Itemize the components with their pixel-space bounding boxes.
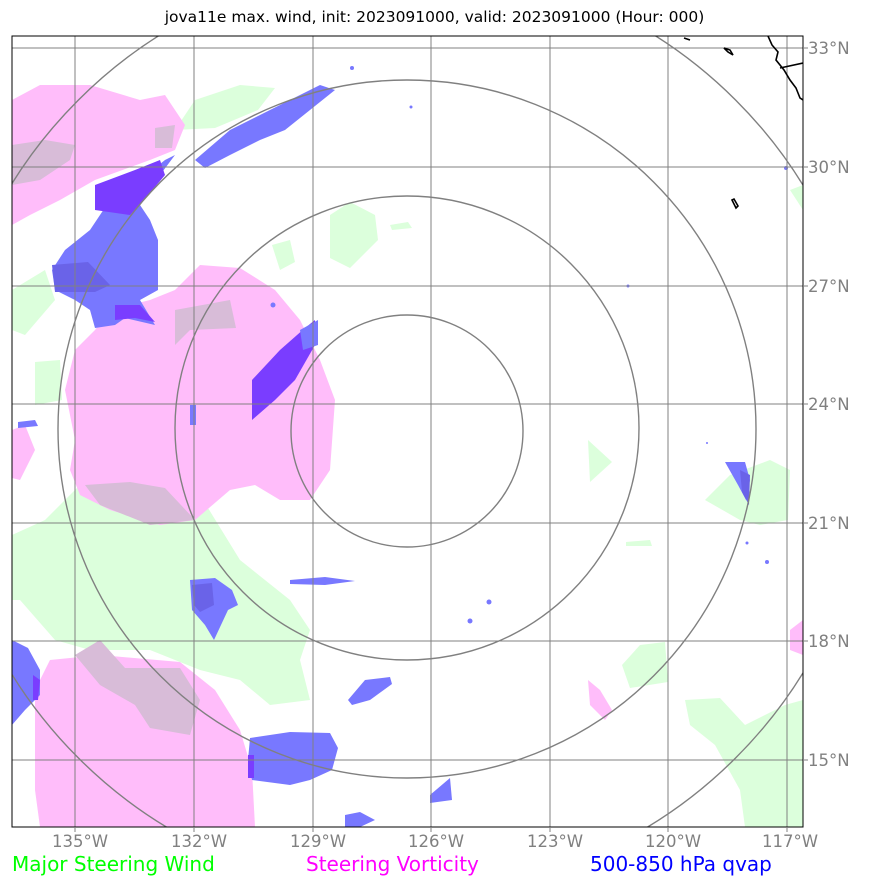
lon-ticks: [74, 827, 788, 832]
overlap-layer: [12, 125, 236, 735]
steering-vorticity-layer: [12, 85, 803, 827]
map-title: jova11e max. wind, init: 2023091000, val…: [164, 8, 705, 26]
map-frame: [11, 35, 804, 828]
lat-label: 24°N: [808, 395, 850, 414]
graticule: [12, 36, 803, 827]
lon-label: 132°W: [171, 832, 227, 851]
steering-wind-layer: [12, 85, 803, 827]
lon-label: 117°W: [762, 832, 818, 851]
lat-label: 18°N: [808, 632, 850, 651]
lat-label: 15°N: [808, 751, 850, 770]
lat-label: 21°N: [808, 514, 850, 533]
lat-label: 30°N: [808, 158, 850, 177]
lon-label: 129°W: [290, 832, 346, 851]
range-ring: [57, 79, 757, 779]
qvap-layer: [12, 66, 788, 827]
lat-label: 27°N: [808, 277, 850, 296]
legend-steering-wind: Major Steering Wind: [12, 852, 215, 876]
legend-qvap: 500-850 hPa qvap: [590, 852, 772, 876]
lat-ticks: [803, 47, 808, 761]
range-ring: [174, 195, 640, 661]
coastline: [683, 36, 803, 210]
lon-label: 126°W: [408, 832, 464, 851]
lon-label: 120°W: [645, 832, 701, 851]
legend-steering-vorticity: Steering Vorticity: [306, 852, 479, 876]
lat-label: 33°N: [808, 39, 850, 58]
lon-label: 123°W: [527, 832, 583, 851]
lon-label: 135°W: [52, 832, 108, 851]
lon-labels: 135°W 132°W 129°W 126°W 123°W 120°W 117°…: [52, 832, 818, 851]
range-ring: [290, 314, 524, 548]
lat-labels: 33°N 30°N 27°N 24°N 21°N 18°N 15°N: [808, 39, 850, 770]
legend: Major Steering Wind Steering Vorticity 5…: [0, 852, 869, 882]
